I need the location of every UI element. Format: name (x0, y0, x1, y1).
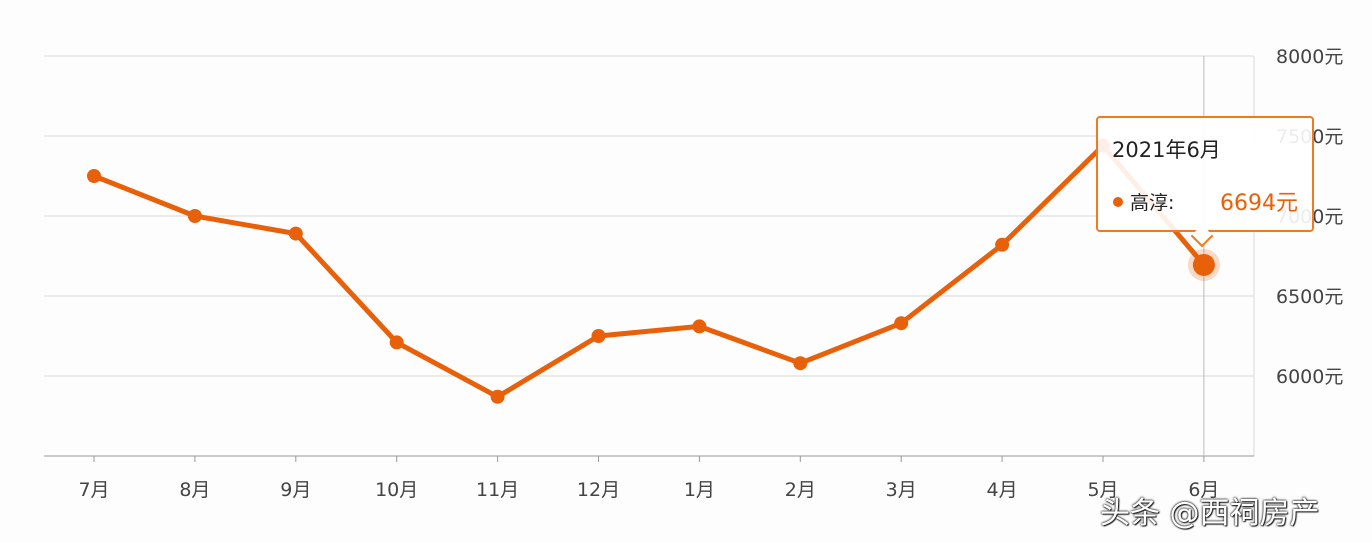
series-layer (87, 138, 1220, 404)
x-tick-label: 3月 (886, 479, 917, 501)
x-tick-label: 8月 (179, 479, 210, 501)
data-point (87, 169, 101, 183)
data-point-highlighted (1192, 253, 1215, 276)
data-point (793, 356, 808, 371)
x-tick-label: 11月 (476, 479, 519, 501)
x-tick-label: 9月 (280, 479, 311, 501)
data-tooltip: 2021年6月 高淳: 6694元 (1096, 116, 1314, 232)
x-axis-tick-labels: 7月 8月 9月 10月 11月 12月 1月 2月 3月 4月 5月 6月 (78, 479, 1219, 501)
x-tick-label: 2月 (785, 479, 816, 501)
y-tick-label: 6000元 (1276, 366, 1343, 388)
data-point (187, 209, 202, 223)
data-point (995, 237, 1010, 252)
watermark: 头条 @西祠房产 (1100, 496, 1320, 531)
y-tick-label: 8000元 (1276, 46, 1343, 68)
series-line (91, 143, 1207, 400)
series-dot-icon (1113, 197, 1123, 207)
data-point (389, 335, 404, 350)
x-tick-label: 1月 (684, 479, 715, 501)
data-point (894, 316, 909, 331)
data-point (490, 389, 505, 404)
x-tick-label: 6月 (1188, 479, 1219, 501)
axes (44, 56, 1255, 462)
data-point (591, 329, 606, 343)
data-point (692, 319, 707, 334)
data-point (288, 226, 303, 241)
tooltip-title: 2021年6月 (1112, 138, 1221, 162)
tooltip-series-label: 高淳: (1130, 192, 1175, 214)
x-tick-label: 4月 (987, 479, 1018, 501)
x-tick-label: 7月 (78, 479, 109, 501)
x-tick-label: 10月 (375, 479, 418, 501)
grid-lines (44, 55, 1254, 377)
tooltip-value: 6694元 (1220, 191, 1298, 216)
x-tick-label: 12月 (577, 479, 620, 501)
y-tick-label: 6500元 (1276, 286, 1343, 308)
x-tick-label: 5月 (1087, 479, 1118, 501)
